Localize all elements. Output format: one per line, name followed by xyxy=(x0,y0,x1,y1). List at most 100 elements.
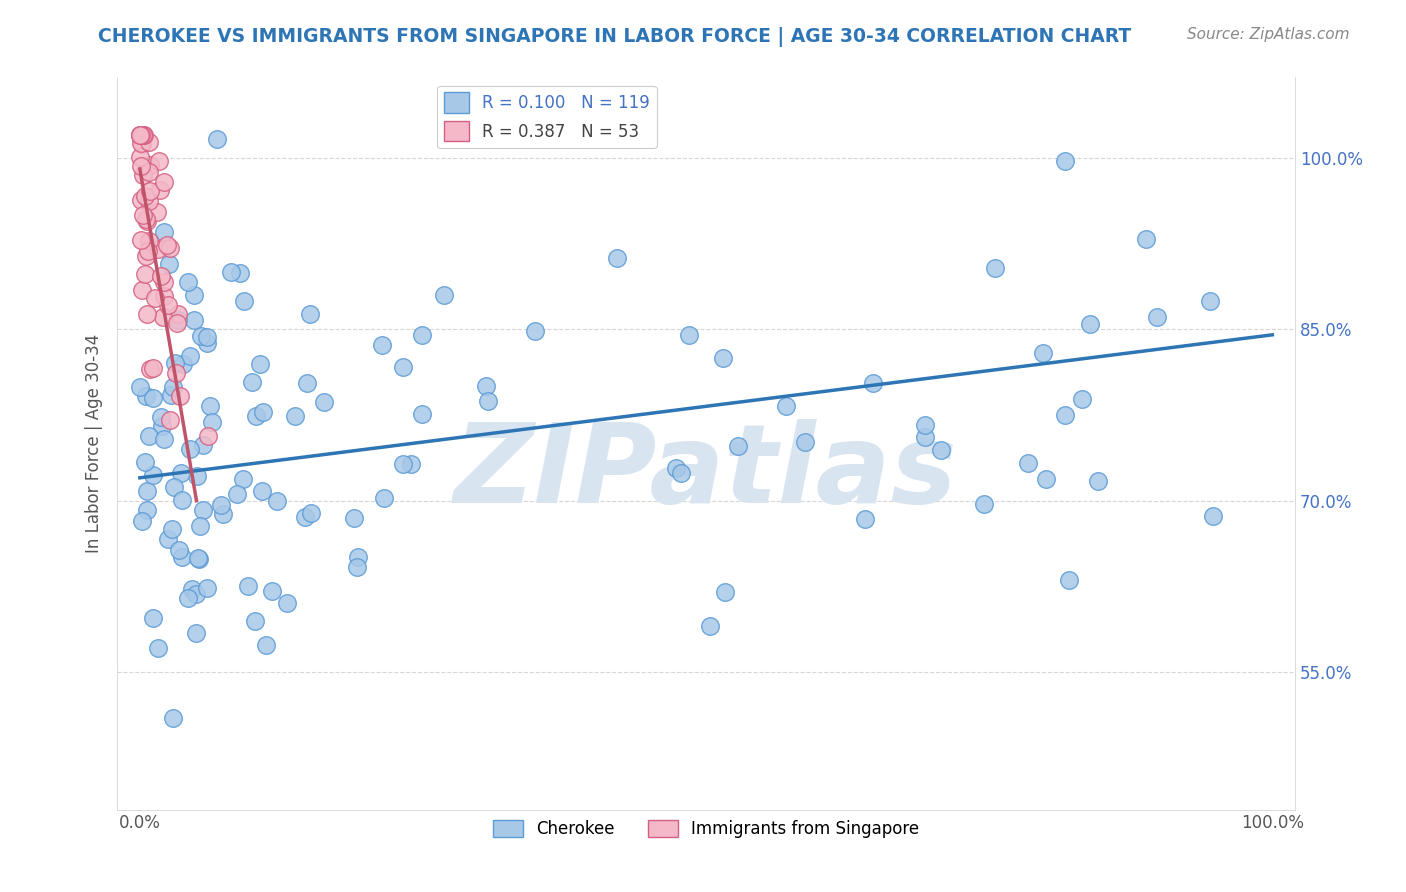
Point xyxy=(157,257,180,271)
Point xyxy=(1070,392,1092,407)
Text: ZIPatlas: ZIPatlas xyxy=(454,419,957,526)
Point xyxy=(160,522,183,536)
Point xyxy=(129,128,152,142)
Point xyxy=(184,587,207,601)
Point xyxy=(474,379,496,393)
Point xyxy=(152,175,174,189)
Point xyxy=(727,439,749,453)
Point xyxy=(665,461,688,475)
Point xyxy=(671,466,693,480)
Point xyxy=(169,389,191,403)
Point xyxy=(131,515,153,529)
Point xyxy=(195,581,218,595)
Point xyxy=(973,497,995,511)
Point xyxy=(794,435,817,450)
Point xyxy=(129,149,152,163)
Point xyxy=(165,356,187,370)
Point xyxy=(294,509,316,524)
Point xyxy=(143,291,166,305)
Point xyxy=(129,159,152,173)
Point xyxy=(225,487,247,501)
Point xyxy=(139,184,162,198)
Point xyxy=(135,307,157,321)
Point xyxy=(201,415,224,429)
Point xyxy=(699,618,721,632)
Point xyxy=(984,261,1007,276)
Point xyxy=(862,376,884,390)
Point xyxy=(219,265,242,279)
Point xyxy=(149,183,172,197)
Point xyxy=(276,596,298,610)
Point xyxy=(678,327,700,342)
Point xyxy=(142,391,165,405)
Point xyxy=(606,252,628,266)
Point xyxy=(183,313,205,327)
Point xyxy=(371,338,394,352)
Point xyxy=(853,512,876,526)
Point xyxy=(163,480,186,494)
Point xyxy=(129,128,152,142)
Point xyxy=(179,442,201,457)
Point xyxy=(159,387,181,401)
Point xyxy=(172,357,194,371)
Point xyxy=(135,211,157,226)
Point xyxy=(153,289,176,303)
Legend: R = 0.100   N = 119, R = 0.387   N = 53: R = 0.100 N = 119, R = 0.387 N = 53 xyxy=(437,86,657,148)
Point xyxy=(146,242,169,256)
Point xyxy=(153,276,176,290)
Point xyxy=(283,409,305,423)
Point xyxy=(209,498,232,512)
Point xyxy=(243,614,266,628)
Point xyxy=(232,472,254,486)
Point xyxy=(262,583,284,598)
Point xyxy=(138,428,160,442)
Point xyxy=(142,360,165,375)
Point xyxy=(183,287,205,301)
Point xyxy=(131,283,153,297)
Point xyxy=(167,313,190,327)
Point xyxy=(169,543,191,558)
Point xyxy=(197,429,219,443)
Point xyxy=(775,399,797,413)
Point xyxy=(232,293,254,308)
Point xyxy=(132,128,155,142)
Point xyxy=(132,168,155,182)
Point xyxy=(177,591,200,605)
Point xyxy=(142,468,165,483)
Point xyxy=(1087,474,1109,488)
Point xyxy=(132,128,155,142)
Point xyxy=(187,551,209,566)
Point xyxy=(148,153,170,168)
Point xyxy=(138,165,160,179)
Point xyxy=(252,405,274,419)
Point xyxy=(346,550,368,565)
Point xyxy=(312,395,335,409)
Text: CHEROKEE VS IMMIGRANTS FROM SINGAPORE IN LABOR FORCE | AGE 30-34 CORRELATION CHA: CHEROKEE VS IMMIGRANTS FROM SINGAPORE IN… xyxy=(98,27,1132,46)
Point xyxy=(195,330,218,344)
Point xyxy=(149,409,172,424)
Point xyxy=(153,432,176,446)
Point xyxy=(245,409,267,424)
Point xyxy=(714,584,737,599)
Point xyxy=(711,351,734,365)
Point xyxy=(188,519,211,533)
Point xyxy=(266,493,288,508)
Point xyxy=(1146,310,1168,324)
Point xyxy=(138,194,160,209)
Point xyxy=(392,457,415,471)
Point xyxy=(914,429,936,443)
Point xyxy=(191,438,214,452)
Point xyxy=(152,310,174,324)
Point xyxy=(165,366,187,380)
Point xyxy=(131,128,153,142)
Point xyxy=(186,625,208,640)
Point xyxy=(236,579,259,593)
Point xyxy=(162,379,184,393)
Point xyxy=(295,376,318,391)
Point xyxy=(129,136,152,150)
Point xyxy=(299,507,322,521)
Point xyxy=(411,407,433,421)
Point xyxy=(170,550,193,565)
Point xyxy=(132,208,155,222)
Point xyxy=(1202,509,1225,524)
